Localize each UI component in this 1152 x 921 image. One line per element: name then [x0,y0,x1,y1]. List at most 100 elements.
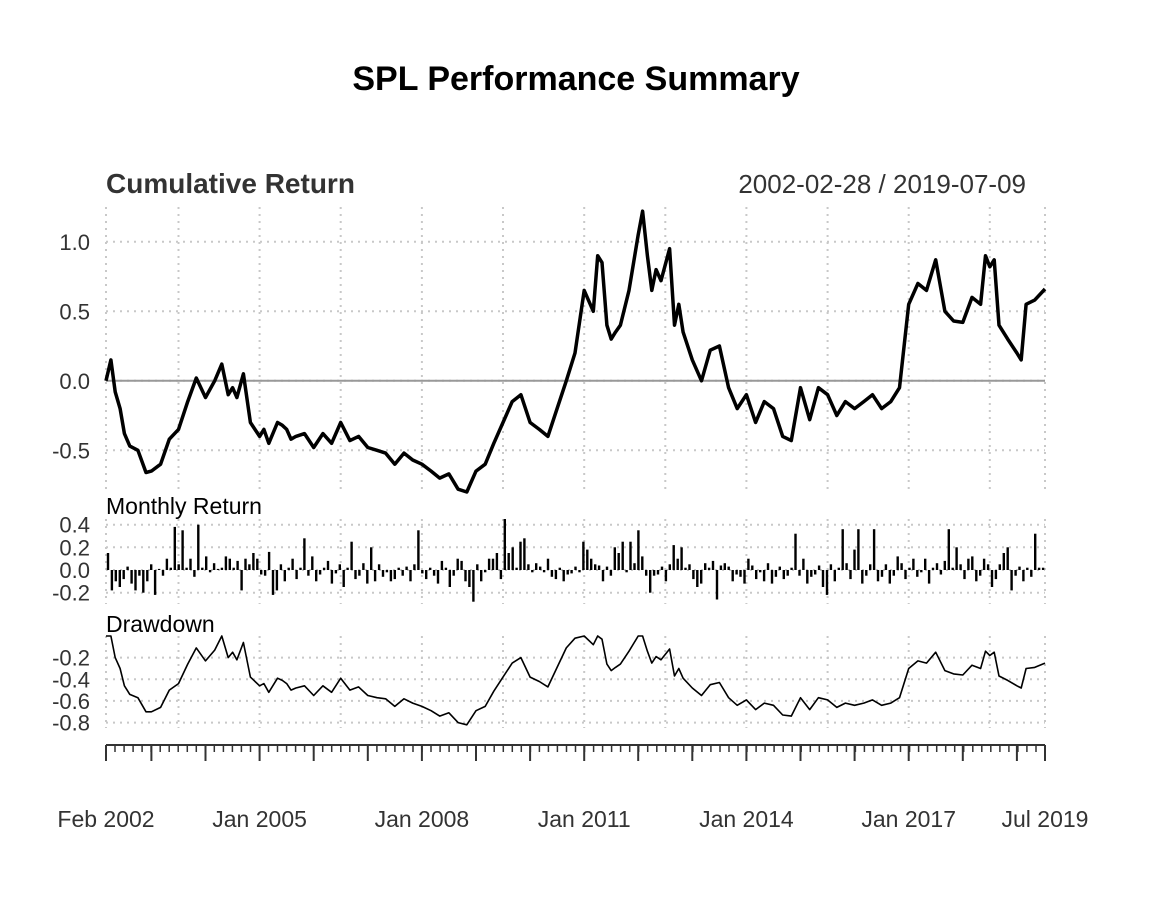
monthly-return-bar [990,570,994,587]
monthly-return-bar [389,570,393,582]
monthly-return-bar [861,570,864,584]
monthly-return-bar [814,570,817,575]
monthly-return-bar [759,570,762,573]
x-tick-label: Jul 2019 [1002,806,1089,832]
monthly-return-bar [943,560,946,570]
monthly-return-bar [330,570,334,584]
monthly-return-bar [397,567,400,570]
monthly-return-bar [617,553,620,570]
monthly-return-bar [778,566,781,570]
monthly-return-bar [645,570,648,576]
y-tick-label: -0.2 [52,581,90,606]
monthly-return-bar [578,570,581,573]
monthly-return-bar [260,570,263,575]
monthly-return-bar [652,570,656,576]
drawdown-panel: -0.2-0.4-0.6-0.8 [52,635,1046,736]
monthly-return-bar [739,570,742,577]
monthly-return-bar [668,564,671,570]
monthly-return-bar [817,565,821,570]
monthly-return-bar [197,524,200,570]
monthly-return-bar [723,563,726,570]
x-tick-label: Feb 2002 [57,806,154,832]
monthly-return-bar [1034,533,1037,570]
monthly-return-bar [554,570,558,580]
cumulative-return-title: Cumulative Return [106,168,355,199]
monthly-return-bar [539,566,542,570]
monthly-return-bar [385,570,389,573]
monthly-return-bar [130,570,133,584]
monthly-return-bar [939,570,943,575]
monthly-return-bar [181,530,184,570]
monthly-return-bar [590,558,593,570]
monthly-return-bar [821,570,825,587]
monthly-return-bar [810,570,813,577]
monthly-return-bar [244,558,247,570]
monthly-return-bar [287,567,290,570]
monthly-return-bar [487,558,491,570]
monthly-return-bar [837,567,840,570]
monthly-return-bar [315,570,318,582]
monthly-return-bar [707,567,711,570]
monthly-return-bar [350,541,353,570]
monthly-return-bar [248,564,251,570]
monthly-return-bar [1018,566,1021,570]
y-tick-label: -0.2 [52,646,90,671]
monthly-return-bar [464,570,467,582]
monthly-return-bar [676,558,679,570]
monthly-return-bar [452,570,455,576]
monthly-return-bar [484,570,487,573]
monthly-return-bar [562,570,565,582]
monthly-return-bar [138,570,141,576]
monthly-return-bar [853,549,856,570]
monthly-return-bar [417,530,420,570]
monthly-return-bar [959,564,962,570]
monthly-return-bar [971,556,974,570]
monthly-return-bar [912,558,915,570]
monthly-return-bar [908,567,911,570]
monthly-return-bar [322,567,326,570]
chart-title: SPL Performance Summary [352,60,799,98]
monthly-return-bar [224,556,228,570]
monthly-return-bar [381,570,385,577]
monthly-return-bar [429,567,432,570]
monthly-return-bar [373,570,377,582]
monthly-return-bar [468,570,471,587]
monthly-return-bar [114,570,117,582]
monthly-return-bar [240,570,243,591]
monthly-return-bar [574,566,577,570]
monthly-return-bar [782,570,785,580]
monthly-return-bar [515,567,518,570]
monthly-return-bar [786,570,789,576]
monthly-return-bar [704,563,707,570]
monthly-return-bar [393,570,396,580]
monthly-return-bar [975,570,978,582]
monthly-return-bar [110,570,114,591]
monthly-return-bar [436,570,440,584]
monthly-return-bar [629,541,632,570]
monthly-return-bar [303,538,306,570]
monthly-return-bar [142,570,145,593]
monthly-return-bar [979,570,982,576]
monthly-return-bar [700,570,703,584]
monthly-return-bar [570,570,573,574]
monthly-return-bar [405,566,408,570]
monthly-return-bar [1006,547,1009,570]
monthly-return-bar [833,570,836,582]
x-tick-label: Jan 2008 [375,806,470,832]
monthly-return-bar [924,558,927,570]
monthly-return-bar [594,564,597,570]
monthly-return-bar [425,570,428,580]
monthly-return-bar [358,570,361,576]
monthly-return-bar [892,570,895,576]
x-tick-label: Jan 2005 [212,806,307,832]
monthly-return-bar [263,570,267,576]
monthly-return-bar [931,567,935,570]
monthly-return-bar [994,570,998,580]
monthly-return-bar [409,570,412,582]
x-tick-label: Jan 2011 [538,806,631,832]
monthly-return-bar [535,563,538,570]
monthly-return-bar [291,558,294,570]
monthly-return-bar [998,564,1001,570]
monthly-return-bar [762,570,766,582]
monthly-return-bar [672,545,675,570]
